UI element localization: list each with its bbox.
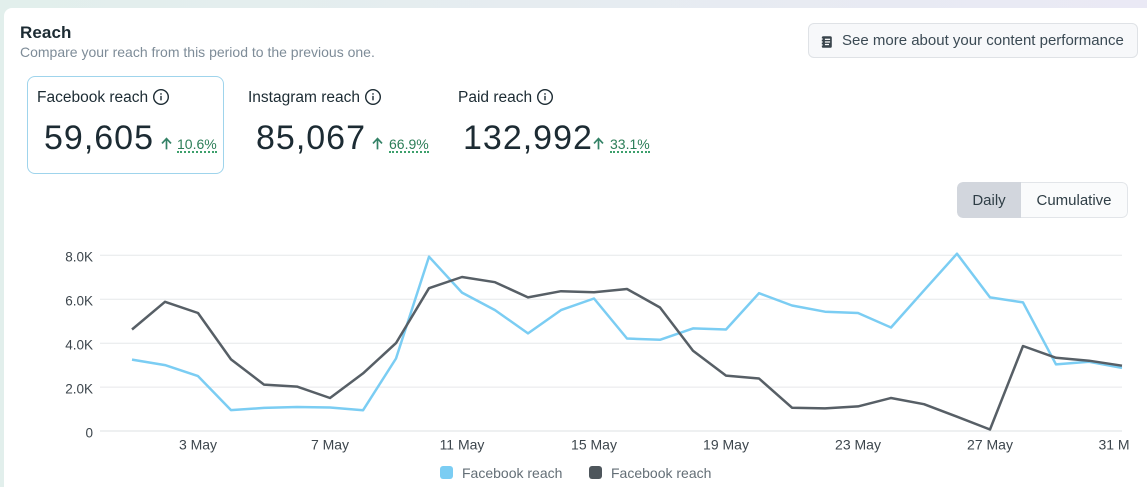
svg-text:19 May: 19 May: [703, 437, 749, 453]
svg-text:11 May: 11 May: [440, 437, 485, 453]
svg-text:31 M: 31 M: [1098, 437, 1129, 453]
svg-text:23 May: 23 May: [835, 437, 881, 453]
svg-text:0: 0: [85, 426, 93, 441]
svg-text:15 May: 15 May: [571, 437, 617, 453]
svg-text:3 May: 3 May: [179, 437, 217, 453]
svg-text:4.0K: 4.0K: [65, 338, 93, 353]
svg-text:7 May: 7 May: [311, 437, 349, 453]
svg-text:6.0K: 6.0K: [65, 294, 93, 309]
svg-text:8.0K: 8.0K: [65, 250, 93, 265]
svg-text:27 May: 27 May: [967, 437, 1013, 453]
svg-text:2.0K: 2.0K: [65, 382, 93, 397]
